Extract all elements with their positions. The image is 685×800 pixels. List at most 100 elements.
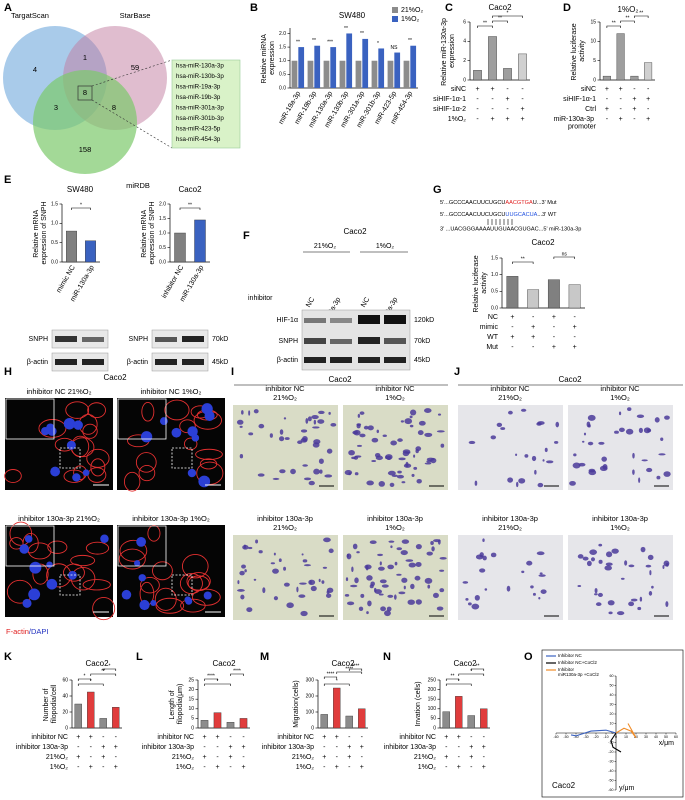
actin-cell bbox=[82, 423, 98, 439]
stained-cell bbox=[390, 440, 397, 446]
bar bbox=[394, 52, 401, 88]
condition-label: Ctrl bbox=[585, 106, 596, 113]
stained-cell bbox=[490, 552, 497, 558]
stained-cell bbox=[313, 468, 320, 475]
sig-bracket bbox=[77, 683, 104, 686]
condition-sign: + bbox=[619, 86, 623, 93]
condition-sign: - bbox=[647, 86, 650, 93]
stained-cell bbox=[616, 611, 625, 616]
mirna-box bbox=[171, 59, 241, 149]
stained-cell bbox=[319, 469, 323, 474]
inset bbox=[117, 525, 167, 567]
y-tick-label: 10 bbox=[188, 706, 194, 712]
y-tick-label: 15 bbox=[590, 19, 596, 25]
y-axis-label: Number of filopodia/cell bbox=[43, 684, 58, 723]
image-label: 21%O₂ bbox=[273, 393, 297, 402]
nucleus bbox=[66, 440, 76, 450]
condition-sign: + bbox=[457, 764, 461, 771]
blot bbox=[151, 329, 209, 349]
y-tick-label: 150 bbox=[428, 697, 437, 703]
y-axis-label: y/μm bbox=[619, 785, 634, 792]
stained-cell bbox=[654, 417, 660, 423]
condition-sign: + bbox=[505, 116, 509, 123]
y-tick-label: -60 bbox=[608, 788, 613, 792]
significance: ** bbox=[483, 20, 487, 26]
stained-cell bbox=[431, 546, 435, 552]
stained-cell bbox=[380, 606, 386, 612]
condition-sign: + bbox=[347, 744, 351, 751]
stained-cell bbox=[537, 482, 544, 488]
condition-sign: - bbox=[470, 764, 473, 771]
condition-sign: - bbox=[216, 744, 219, 751]
condition-label: siNC bbox=[451, 86, 466, 93]
stained-cell bbox=[352, 543, 358, 550]
bar bbox=[387, 60, 394, 88]
condition-sign: + bbox=[632, 106, 636, 113]
stained-cell bbox=[357, 413, 361, 418]
sig-bracket bbox=[323, 676, 338, 679]
micrograph bbox=[117, 525, 225, 617]
stained-cell bbox=[507, 477, 514, 483]
actin-cell bbox=[155, 597, 185, 614]
stained-cell bbox=[413, 466, 418, 470]
sig-bracket bbox=[512, 261, 534, 264]
nucleus bbox=[138, 574, 146, 582]
significance: ns bbox=[562, 251, 568, 257]
stained-cell bbox=[632, 469, 635, 475]
condition-sign: + bbox=[215, 734, 219, 741]
size-label: 70kD bbox=[212, 336, 228, 343]
track bbox=[615, 723, 637, 739]
stained-cell bbox=[482, 555, 487, 561]
lane-label: NC bbox=[360, 296, 371, 308]
stained-cell bbox=[587, 441, 594, 446]
x-tick-label: 60 bbox=[674, 735, 678, 739]
actin-cell bbox=[92, 596, 116, 621]
stained-cell bbox=[521, 570, 525, 574]
significance: ** bbox=[612, 20, 616, 26]
panel-letter: B bbox=[250, 2, 258, 14]
stained-cell bbox=[637, 606, 642, 611]
actin-cell bbox=[82, 579, 111, 591]
stained-cell bbox=[660, 437, 664, 441]
x-tick-label: 50 bbox=[664, 735, 668, 739]
stained-cell bbox=[415, 561, 422, 567]
mirna-name: hsa-miR-130b-3p bbox=[176, 73, 224, 80]
stained-cell bbox=[322, 566, 328, 569]
bar bbox=[339, 60, 346, 88]
condition-sign: + bbox=[335, 764, 339, 771]
chart-title: Caco2 bbox=[331, 659, 355, 668]
nucleus bbox=[22, 598, 32, 608]
bar bbox=[99, 718, 107, 729]
bar bbox=[644, 62, 653, 81]
stained-cell bbox=[311, 415, 319, 420]
stained-cell bbox=[628, 601, 635, 607]
stained-cell bbox=[237, 589, 245, 592]
bar bbox=[314, 45, 321, 88]
stained-cell bbox=[318, 410, 325, 415]
stained-cell bbox=[381, 584, 389, 588]
band bbox=[304, 318, 326, 323]
stained-cell bbox=[366, 611, 369, 615]
zoom-region bbox=[171, 574, 193, 596]
highlight-box bbox=[77, 85, 93, 101]
sig-bracket bbox=[204, 678, 218, 681]
stained-cell bbox=[354, 577, 359, 584]
y-tick-label: 0.5 bbox=[279, 72, 286, 78]
stained-cell bbox=[639, 596, 643, 602]
actin-cell bbox=[196, 461, 224, 485]
condition-sign: + bbox=[202, 754, 206, 761]
condition-sign: - bbox=[445, 764, 448, 771]
stained-cell bbox=[396, 474, 404, 479]
actin-cell bbox=[70, 554, 96, 567]
condition-sign: - bbox=[521, 96, 524, 103]
stained-cell bbox=[407, 599, 415, 605]
stained-cell bbox=[437, 539, 441, 545]
condition-sign: - bbox=[506, 86, 509, 93]
actin-cell bbox=[179, 419, 196, 434]
stained-cell bbox=[356, 551, 360, 554]
stained-cell bbox=[239, 425, 243, 428]
significance: *** bbox=[327, 39, 333, 45]
stained-cell bbox=[379, 579, 387, 584]
stained-cell bbox=[318, 578, 321, 583]
